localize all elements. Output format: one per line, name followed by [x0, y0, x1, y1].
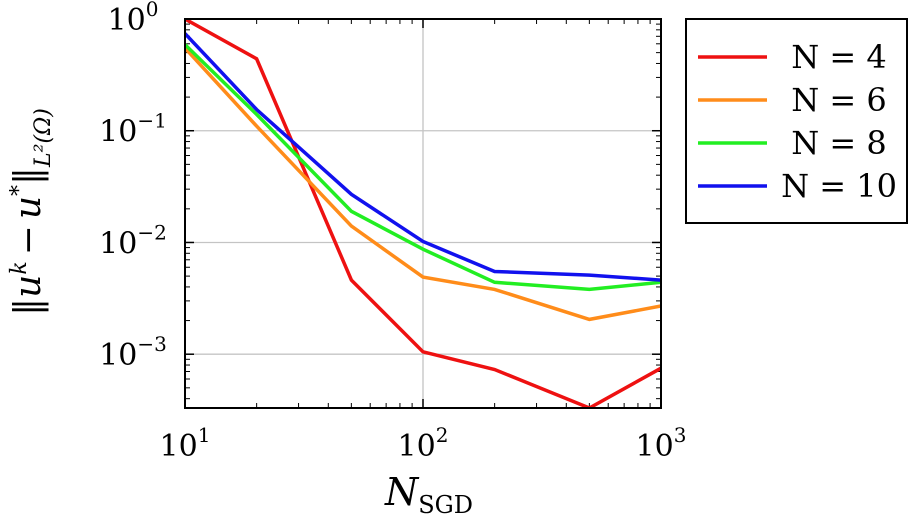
y-tick-label: 10−2	[99, 220, 167, 261]
x-tick-base: 10	[636, 429, 674, 464]
x-axis-title-sub: SGD	[418, 491, 473, 519]
y-tick-base: 10	[99, 226, 137, 261]
x-axis-title-main: N	[384, 470, 420, 514]
y-tick-exponent: −1	[137, 109, 166, 133]
x-tick-exponent: 1	[198, 423, 211, 447]
legend-label-n-4: N = 4	[791, 38, 887, 76]
series-line-n-4	[185, 19, 661, 408]
legend-box	[685, 18, 908, 224]
y-axis-title: ‖uk−u*‖L²(Ω)	[7, 108, 56, 316]
y-tick-label: 100	[108, 0, 159, 38]
plot-frame	[184, 18, 662, 409]
y-axis-title-exp-k: k	[7, 261, 32, 274]
series-line-n-6	[185, 46, 661, 322]
x-tick-base: 10	[398, 429, 436, 464]
y-axis-title-star: *	[7, 185, 32, 196]
x-tick-exponent: 2	[436, 423, 449, 447]
y-tick-exponent: 0	[146, 0, 159, 21]
x-axis-title: NSGD	[384, 470, 473, 519]
x-tick-exponent: 3	[674, 423, 687, 447]
y-tick-label: 10−1	[99, 109, 167, 150]
x-tick-base: 10	[160, 429, 198, 464]
y-tick-base: 10	[108, 3, 146, 38]
series-line-n-10	[185, 32, 661, 282]
legend-label-n-10: N = 10	[781, 167, 897, 205]
y-axis-title-sub: L²(Ω)	[31, 108, 56, 168]
x-tick-label: 102	[398, 423, 449, 464]
y-tick-exponent: −3	[137, 332, 166, 356]
legend-label-n-6: N = 6	[791, 81, 887, 119]
legend-label-n-8: N = 8	[791, 124, 887, 162]
x-tick-label: 101	[160, 423, 211, 464]
y-axis-title-bar-right: ‖	[8, 167, 49, 185]
y-axis-title-u: u	[8, 275, 49, 298]
y-axis-title-bar-left: ‖	[8, 298, 49, 316]
x-tick-label: 103	[636, 423, 687, 464]
legend: N = 4 N = 6 N = 8 N = 10	[685, 18, 908, 224]
series-lines	[185, 19, 661, 408]
series-line-n-8	[185, 43, 661, 292]
legend-items: N = 4 N = 6 N = 8 N = 10	[698, 38, 897, 205]
y-tick-exponent: −2	[137, 220, 166, 244]
y-axis-title-minus: −	[8, 225, 49, 255]
y-tick-base: 10	[99, 338, 137, 373]
y-tick-label: 10−3	[99, 332, 167, 373]
y-tick-base: 10	[99, 115, 137, 150]
y-axis-title-u-star: u	[8, 196, 49, 219]
